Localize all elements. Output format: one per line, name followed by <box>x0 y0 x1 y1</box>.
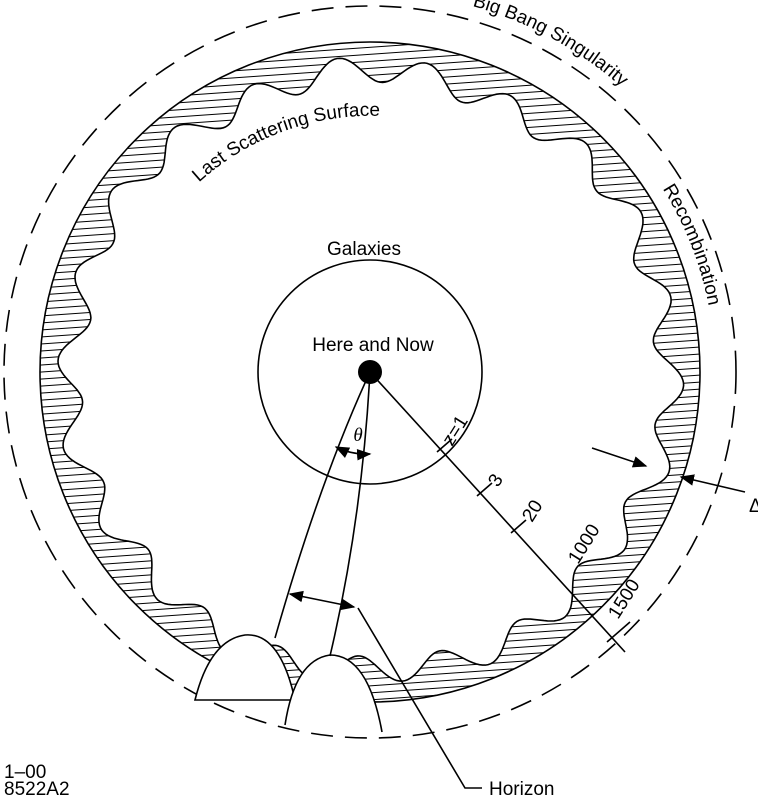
tick <box>436 438 453 453</box>
delta-arrow <box>679 474 746 493</box>
here-now-label: Here and Now <box>312 335 434 356</box>
ray <box>274 371 371 639</box>
redshift-line <box>369 371 626 653</box>
galaxies-label: Galaxies <box>327 239 401 260</box>
horizon-label: Horizon <box>489 779 554 800</box>
tick <box>606 621 631 643</box>
last-scattering-surface <box>57 57 685 682</box>
redshift-label: z=1 <box>438 412 472 450</box>
theta-label: θ <box>353 425 362 446</box>
redshift-label: 20 <box>518 497 547 526</box>
delta-label: Δ <box>749 496 758 517</box>
big-bang-circle <box>3 5 737 739</box>
horizon-leader <box>357 607 482 789</box>
galaxies-circle <box>257 259 483 485</box>
delta-arrow <box>591 447 648 468</box>
redshift-label: 3 <box>484 471 507 491</box>
horizon-arrow <box>288 590 356 611</box>
tick <box>510 519 527 534</box>
footer-code: 8522A2 <box>4 779 70 800</box>
bump <box>193 634 296 701</box>
theta-arrow <box>334 446 372 461</box>
ray <box>329 371 371 657</box>
footer-date: 1–00 <box>4 762 46 783</box>
tick <box>476 482 493 497</box>
